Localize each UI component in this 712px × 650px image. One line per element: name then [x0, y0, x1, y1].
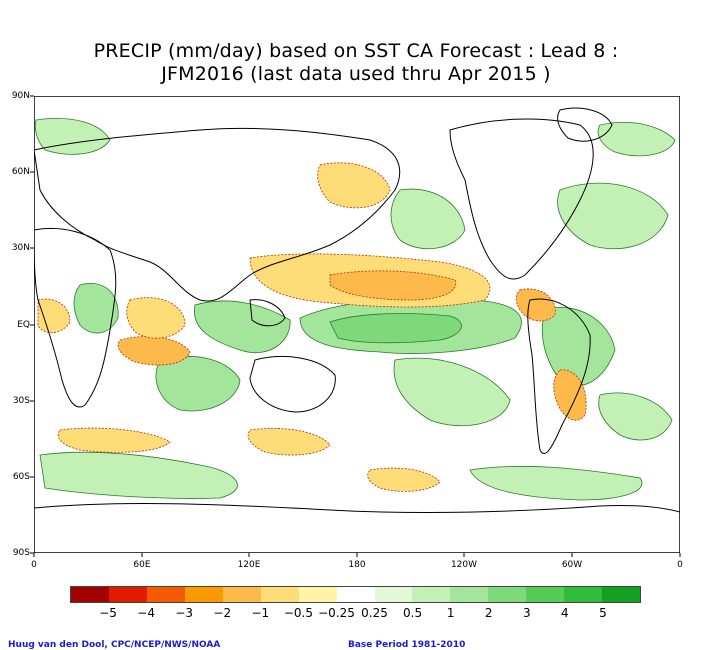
color-legend [70, 586, 641, 603]
dry-region-south-pacific-mid [57, 427, 171, 453]
map-title-line-1: PRECIP (mm/day) based on SST CA Forecast… [93, 40, 619, 62]
legend-swatch-6 [298, 587, 337, 602]
dry-region-southern-ocean-mid [247, 427, 331, 456]
dry-region-indian-ocean-south [117, 336, 191, 366]
legend-swatch-1 [108, 587, 147, 602]
wet-region-south-atlantic [598, 392, 673, 441]
legend-label-5: −0.5 [283, 606, 313, 620]
legend-swatch-0 [71, 587, 109, 602]
legend-label-6: −0.25 [318, 606, 355, 620]
coastlines [34, 107, 680, 514]
coast-africa [34, 227, 117, 408]
legend-label-0: −5 [99, 606, 117, 620]
lon-label-0-west: 0 [31, 560, 37, 570]
wet-region-maritime [194, 300, 291, 354]
lon-label-0-east: 0 [677, 560, 683, 570]
coast-antarctica [34, 503, 680, 514]
dry-region-gulf [515, 288, 556, 322]
lon-label-120w: 120W [450, 560, 478, 570]
legend-swatch-12 [526, 587, 565, 602]
legend-swatch-10 [450, 587, 489, 602]
lat-label-30s: 30S [12, 396, 30, 406]
legend-swatch-11 [488, 587, 527, 602]
legend-swatch-3 [184, 587, 223, 602]
lat-label-90n: 90N [11, 91, 30, 101]
lat-label-60s: 60S [12, 472, 30, 482]
wet-region-arctic [34, 118, 111, 155]
dry-region-south-america-east [553, 369, 587, 421]
legend-label-4: −1 [251, 606, 270, 620]
author-credit: Huug van den Dool, CPC/NCEP/NWS/NOAA [8, 640, 221, 650]
dry-region-west-indian [126, 297, 186, 339]
lat-label-60n: 60N [11, 167, 30, 177]
lon-label-180: 180 [348, 560, 366, 570]
map-field [34, 96, 680, 553]
coast-north-america [449, 118, 594, 280]
legend-label-1: −4 [137, 606, 155, 620]
legend-swatch-2 [146, 587, 185, 602]
wet-region-south-america [541, 307, 616, 387]
legend-swatch-14 [602, 587, 641, 602]
dry-region-siberia [317, 162, 391, 209]
legend-label-10: 2 [484, 606, 493, 620]
dry-region-north-pacific-core [329, 270, 457, 301]
legend-label-8: 0.5 [403, 606, 423, 620]
legend-swatch-9 [412, 587, 451, 602]
wet-region-europe [597, 121, 676, 157]
legend-label-3: −2 [213, 606, 232, 620]
legend-label-12: 4 [561, 606, 569, 620]
lat-label-eq: EQ [17, 320, 30, 330]
legend-swatch-5 [260, 587, 299, 602]
legend-swatch-4 [222, 587, 261, 602]
legend-label-7: 0.25 [361, 606, 388, 620]
legend-swatch-8 [374, 587, 413, 602]
legend-label-13: 5 [599, 606, 607, 620]
dry-region-central-pacific-south [367, 467, 441, 492]
wet-region-north-atlantic [557, 182, 669, 250]
axis-ticks [30, 95, 681, 557]
legend-label-2: −3 [175, 606, 194, 620]
wet-region-southern-ocean-east [469, 465, 643, 501]
wet-anomaly-regions [34, 118, 676, 501]
coast-eurasia [34, 127, 401, 302]
legend-label-9: 1 [446, 606, 455, 620]
wet-region-indian-ocean [155, 356, 241, 412]
lon-label-120e: 120E [237, 560, 261, 570]
wet-region-pacific-core [329, 313, 462, 344]
legend-swatch-13 [564, 587, 603, 602]
legend-label-11: 3 [522, 606, 531, 620]
map-title-line-2: JFM2016 (last data used thru Apr 2015 ) [161, 63, 551, 85]
base-period-note: Base Period 1981-2010 [348, 640, 466, 650]
wet-region-southern-ocean-west [39, 451, 238, 499]
lat-label-30n: 30N [11, 243, 30, 253]
wet-region-south-pacific [393, 357, 511, 427]
coast-south-america [527, 298, 591, 455]
wet-region-africa [73, 283, 119, 334]
coast-greenland [557, 107, 613, 142]
dry-anomaly-regions [37, 162, 587, 492]
coast-australia [249, 355, 336, 413]
coast-maritime [249, 299, 286, 327]
lon-label-60w: 60W [561, 560, 583, 570]
wet-region-north-pacific [390, 188, 466, 250]
lat-label-90s: 90S [12, 548, 30, 558]
legend-swatch-7 [336, 587, 375, 602]
lon-label-60e: 60E [133, 560, 151, 570]
